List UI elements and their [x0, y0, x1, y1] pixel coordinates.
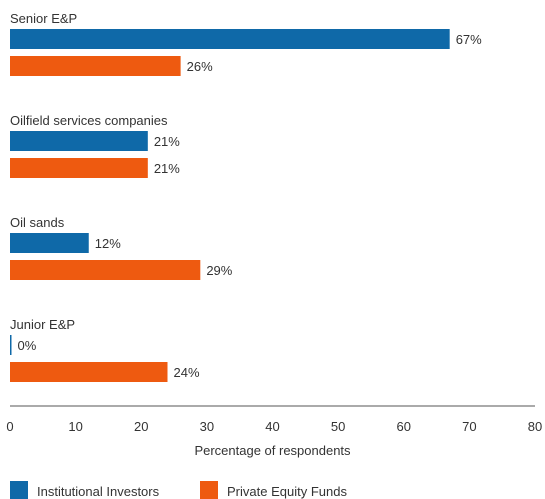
bar — [10, 335, 12, 355]
legend-swatch — [10, 481, 28, 499]
x-tick-label: 50 — [331, 419, 345, 434]
bars — [10, 29, 450, 382]
legend-swatch — [200, 481, 218, 499]
data-label: 21% — [154, 134, 180, 149]
x-tick-label: 70 — [462, 419, 476, 434]
bar — [10, 158, 148, 178]
x-axis-title: Percentage of respondents — [194, 443, 351, 458]
x-tick-label: 30 — [200, 419, 214, 434]
category-label: Junior E&P — [10, 317, 75, 332]
bar — [10, 131, 148, 151]
data-label: 0% — [18, 338, 37, 353]
x-tick-label: 40 — [265, 419, 279, 434]
x-tick-label: 20 — [134, 419, 148, 434]
bar — [10, 56, 181, 76]
x-tick-label: 60 — [397, 419, 411, 434]
data-label: 12% — [95, 236, 121, 251]
data-label: 21% — [154, 161, 180, 176]
bar — [10, 233, 89, 253]
bar — [10, 362, 168, 382]
category-labels: Senior E&P Oilfield services companies Oil… — [10, 11, 168, 332]
category-label: Senior E&P — [10, 11, 77, 26]
legend-label: Private Equity Funds — [227, 484, 347, 499]
value-labels: 67% 26% 21% 21% 12% 29% 0% 24% — [18, 32, 483, 380]
category-label: Oilfield services companies — [10, 113, 168, 128]
bar — [10, 29, 450, 49]
x-tick-label: 80 — [528, 419, 542, 434]
category-label: Oil sands — [10, 215, 65, 230]
data-label: 67% — [456, 32, 482, 47]
data-label: 24% — [174, 365, 200, 380]
legend-label: Institutional Investors — [37, 484, 160, 499]
x-tick-labels: 0 10 20 30 40 50 60 70 80 — [6, 419, 542, 434]
data-label: 26% — [187, 59, 213, 74]
x-tick-label: 0 — [6, 419, 13, 434]
x-tick-label: 10 — [68, 419, 82, 434]
legend: Institutional Investors Private Equity Fu… — [10, 481, 347, 499]
data-label: 29% — [206, 263, 232, 278]
bar — [10, 260, 201, 280]
